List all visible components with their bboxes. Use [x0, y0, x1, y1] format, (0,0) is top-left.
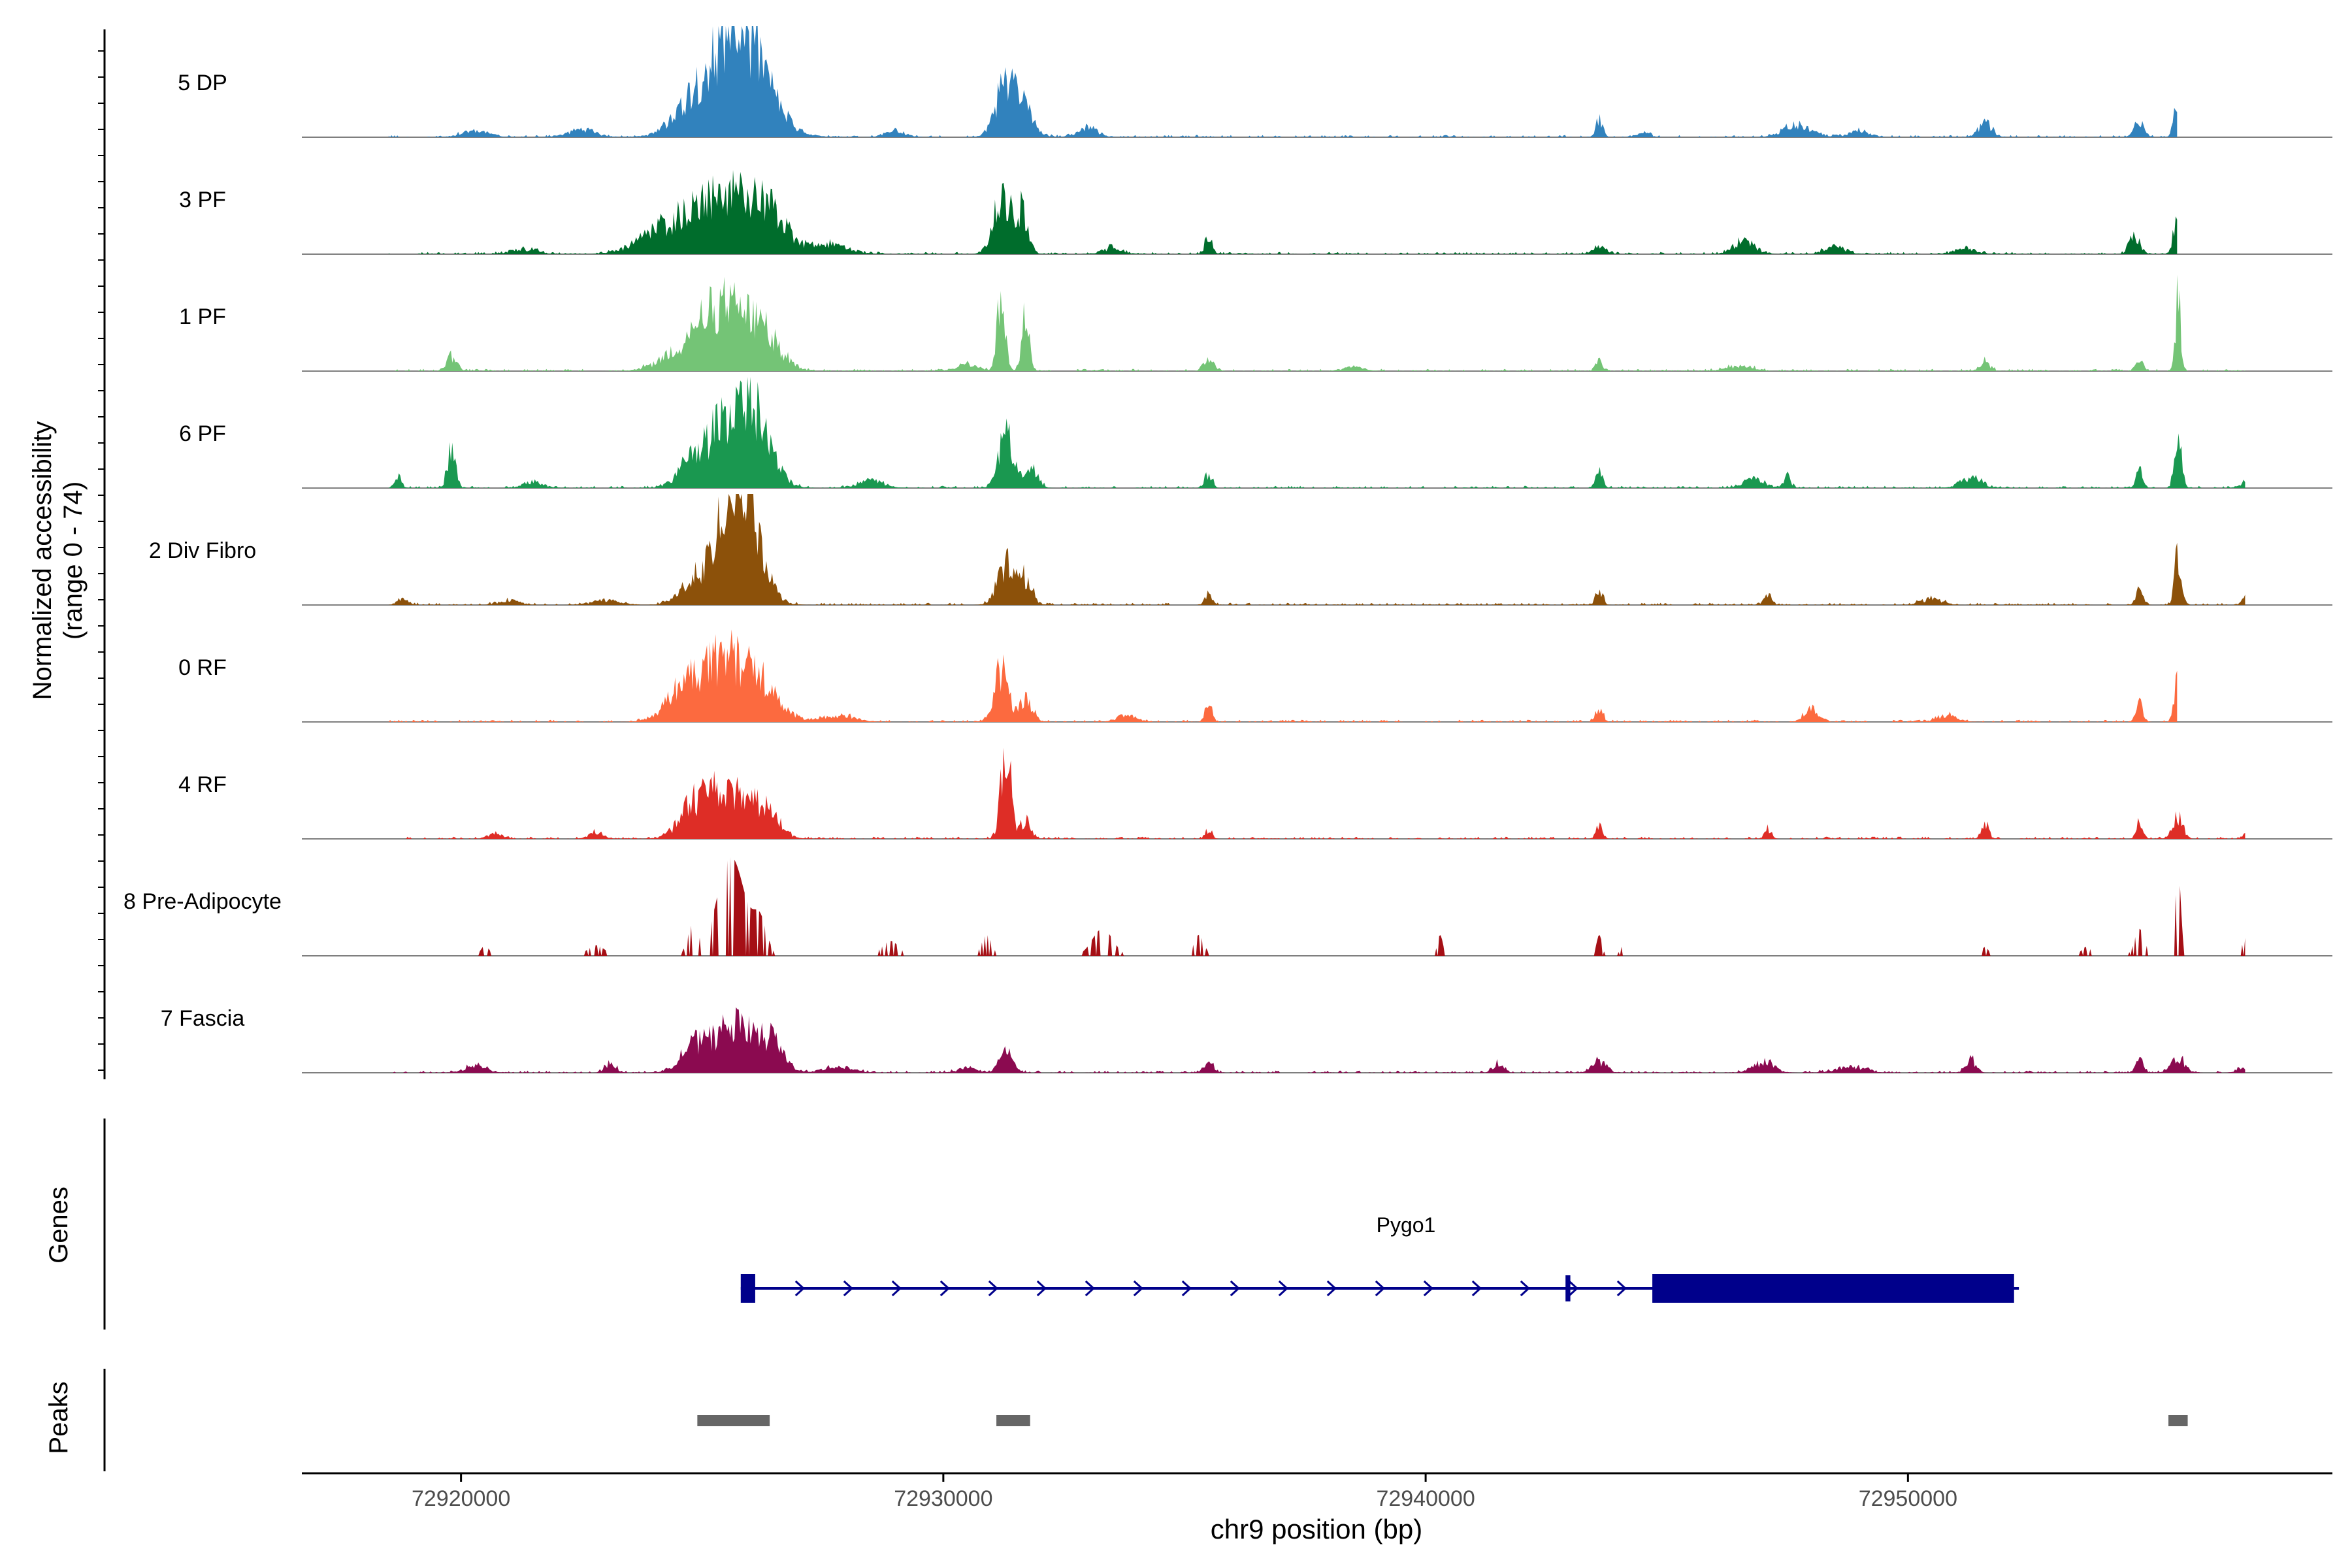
coverage-area — [388, 494, 2246, 605]
track-label: 8 Pre-Adipocyte — [123, 889, 282, 914]
track-label: 1 PF — [179, 304, 226, 329]
y-axis-label-line2: (range 0 - 74) — [59, 482, 88, 640]
strand-arrow — [1616, 1280, 1627, 1297]
strand-arrow — [843, 1280, 854, 1297]
peak-track — [697, 1415, 2188, 1426]
peak-region — [996, 1415, 1030, 1426]
track-label: 0 RF — [178, 655, 227, 680]
track-7-fascia: 7 Fascia — [161, 1006, 2332, 1073]
strand-arrow — [891, 1280, 902, 1297]
coverage-area — [388, 26, 2178, 137]
strand-arrow — [988, 1280, 999, 1297]
peak-region — [2168, 1415, 2188, 1426]
gene-pygo1: Pygo1 — [740, 1213, 2019, 1303]
track-0-rf: 0 RF — [178, 629, 2332, 723]
strand-arrow — [1375, 1280, 1386, 1297]
track-3-pf: 3 PF — [179, 170, 2332, 255]
genes-panel-label: Genes — [44, 1186, 73, 1264]
x-tick-label: 72930000 — [894, 1486, 992, 1511]
gene-exon — [1652, 1274, 2014, 1303]
x-tick-label: 72920000 — [412, 1486, 510, 1511]
coverage-area — [388, 274, 2246, 371]
track-2-div-fibro: 2 Div Fibro — [149, 494, 2332, 606]
coverage-area — [388, 629, 2178, 722]
x-tick-label: 72950000 — [1859, 1486, 1957, 1511]
gene-name-label: Pygo1 — [1377, 1213, 1436, 1237]
track-label: 5 DP — [178, 71, 227, 95]
strand-arrow — [1326, 1280, 1337, 1297]
strand-arrow — [1133, 1280, 1144, 1297]
peak-region — [697, 1415, 770, 1426]
x-axis-title: chr9 position (bp) — [1211, 1514, 1423, 1544]
gene-exon — [740, 1274, 755, 1303]
track-label: 2 Div Fibro — [149, 538, 256, 563]
peaks-panel-label: Peaks — [44, 1381, 73, 1454]
track-5-dp: 5 DP — [178, 26, 2332, 138]
track-label: 4 RF — [178, 772, 227, 797]
track-6-pf: 6 PF — [179, 377, 2332, 489]
strand-arrow — [1085, 1280, 1096, 1297]
coverage-area — [388, 377, 2246, 488]
track-4-rf: 4 RF — [178, 747, 2332, 840]
track-label: 3 PF — [179, 188, 226, 212]
y-axis-label-line1: Normalized accessibility — [28, 421, 57, 700]
x-axis: 72920000 72930000 72940000 72950000 — [98, 29, 2332, 1511]
x-tick-label: 72940000 — [1376, 1486, 1475, 1511]
gene-exon — [1565, 1275, 1571, 1301]
track-1-pf: 1 PF — [179, 274, 2332, 372]
track-label: 6 PF — [179, 421, 226, 446]
strand-arrow — [1036, 1280, 1047, 1297]
strand-arrow — [1278, 1280, 1289, 1297]
coverage-area — [388, 1007, 2246, 1073]
strand-arrow — [1520, 1280, 1531, 1297]
strand-arrow — [1568, 1280, 1579, 1297]
coverage-area — [388, 857, 2246, 956]
track-label: 7 Fascia — [161, 1006, 245, 1031]
strand-arrow — [1471, 1280, 1482, 1297]
strand-arrow — [939, 1280, 951, 1297]
coverage-area — [388, 747, 2246, 839]
strand-arrow — [1423, 1280, 1434, 1297]
coverage-area — [388, 170, 2178, 254]
track-8-pre-adipocyte: 8 Pre-Adipocyte — [123, 857, 2332, 956]
strand-arrow — [1181, 1280, 1192, 1297]
strand-arrow — [794, 1280, 806, 1297]
strand-arrow — [1230, 1280, 1241, 1297]
gene-track: Pygo1 — [740, 1213, 2019, 1303]
coverage-tracks: 5 DP 3 PF 1 PF 6 PF 2 Div Fibro 0 RF 4 RF 8 Pre… — [123, 26, 2332, 1073]
